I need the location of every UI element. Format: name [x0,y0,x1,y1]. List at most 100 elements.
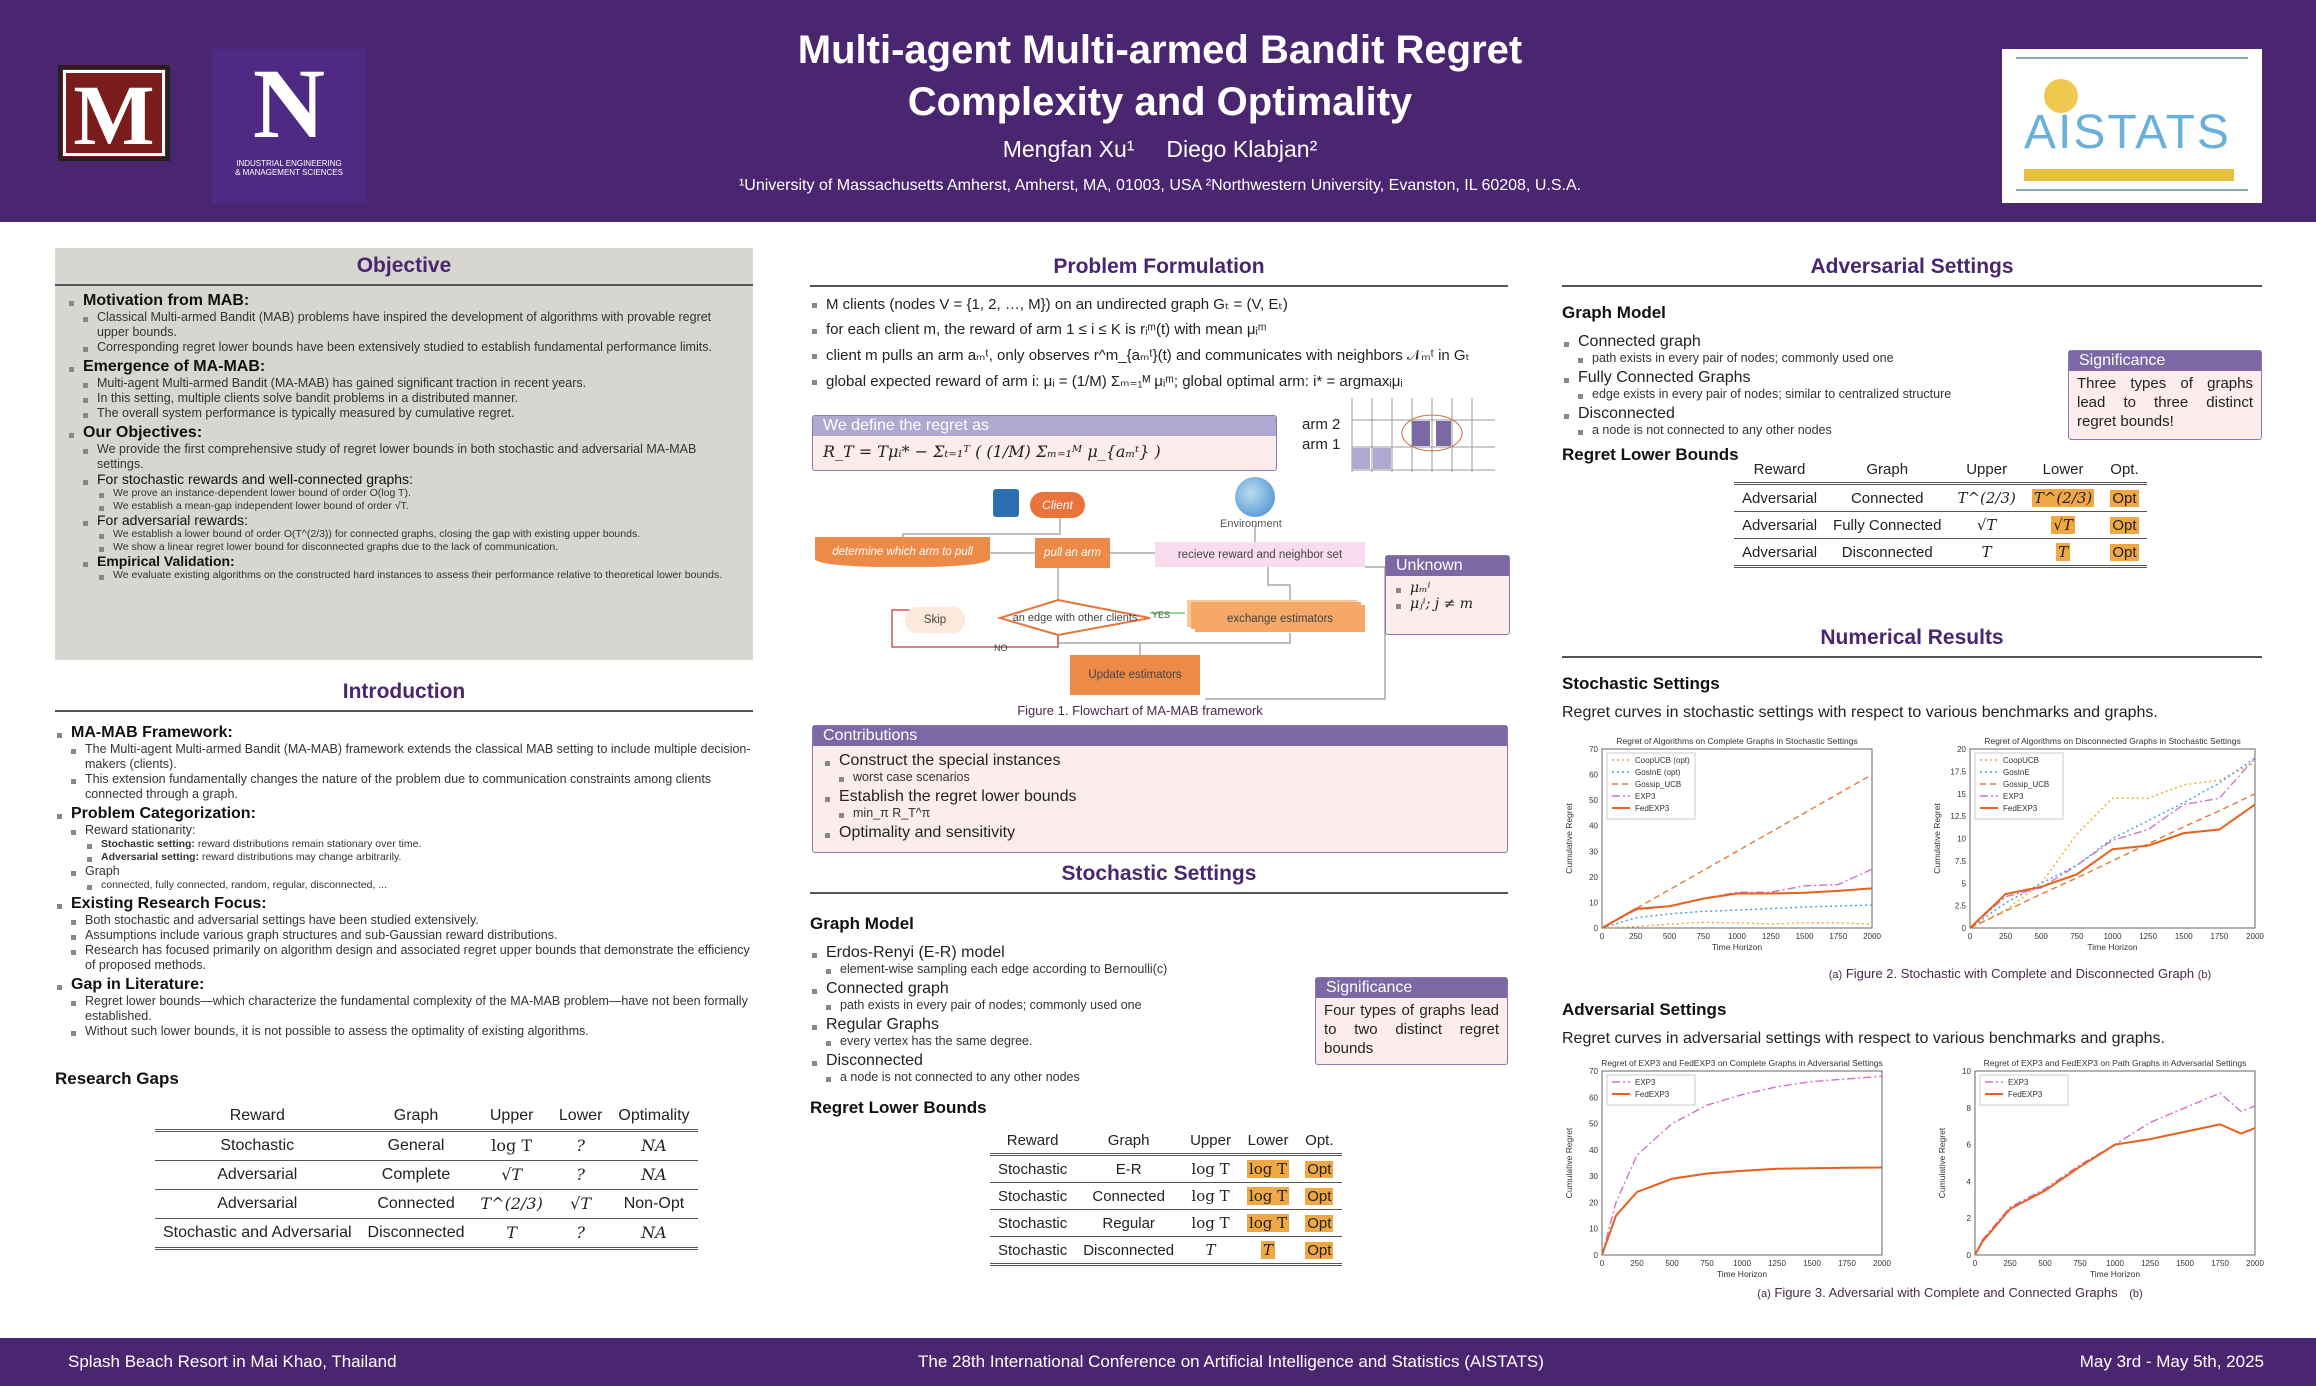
chart-title: Regret of EXP3 and FedEXP3 on Path Graph… [1984,1058,2247,1068]
regret-formula: R_T = Tμᵢ* − Σₜ₌₁ᵀ ( (1/M) Σₘ₌₁ᴹ μ_{aₘᵗ}… [823,442,1161,461]
table-cell: Adversarial [155,1161,360,1190]
objective-heading: Our Objectives: [67,424,741,442]
y-tick-label: 10 [1589,1225,1598,1234]
y-tick-label: 4 [1967,1177,1972,1186]
pull-arm-step: pull an arm [1035,538,1110,568]
cell-value: ? [576,1165,585,1184]
table-cell: Disconnected [360,1219,473,1249]
legend-label: CoopUCB (opt) [1635,756,1690,765]
table-cell: T [1182,1237,1239,1265]
legend: EXP3 FedEXP3 [1606,1074,1696,1106]
cell-value: Stochastic and Adversarial [163,1224,352,1241]
cell-value: NA [641,1136,667,1155]
client-icon [993,489,1019,517]
introduction-item: Regret lower bounds—which characterize t… [69,994,753,1024]
x-tick-label: 1500 [2175,932,2193,941]
y-tick-label: 70 [1589,745,1598,754]
arm-grid: arm 2 arm 1 [1300,398,1495,472]
table-row: Adversarial Fully Connected √T √T Opt [1734,512,2147,539]
y-tick-label: 0 [1962,924,1967,933]
section-title: Numerical Results [1562,626,2262,658]
table-cell: log T [473,1131,551,1161]
legend-box [1979,1074,2069,1106]
y-tick-label: 2.5 [1955,902,1967,911]
legend-label: EXP3 [2008,1078,2029,1087]
legend-label: FedEXP3 [1635,804,1670,813]
cell-value: Non-Opt [623,1195,685,1212]
legend-box [1606,1074,1696,1106]
cell-value: Stochastic [998,1214,1068,1232]
x-axis-label: Time Horizon [2090,1269,2140,1279]
column-header: Graph [1866,461,1909,478]
block-header: Contributions [813,726,1507,746]
contribution-item: Establish the regret lower bounds [823,788,1497,806]
y-axis-label: Cumulative Regret [1937,1127,1947,1198]
objective-heading: Motivation from MAB: [67,292,741,310]
table-cell: ? [551,1219,611,1249]
introduction-item: Adversarial setting: reward distribution… [85,851,753,864]
cell-value: T [2056,543,2071,561]
table-cell: Stochastic [990,1155,1075,1183]
cell-value: Opt [2110,543,2139,561]
legend-label: GosInE (opt) [1635,768,1681,777]
series-line-fedexp3 [1974,1123,2256,1256]
x-tick-label: 1000 [2104,932,2122,941]
table-row: Stochastic and Adversarial Disconnected T?… [155,1219,698,1249]
table-row: Adversarial Connected T^(2/3) T^(2/3) Opt [1734,484,2147,512]
legend-label: FedEXP3 [2008,1090,2043,1099]
x-tick-label: 1250 [1762,932,1780,941]
objective-item: We show a linear regret lower bound for … [97,541,741,554]
legend-label: FedEXP3 [1635,1090,1670,1099]
stochastic-results-text: Regret curves in stochastic settings wit… [1562,704,2158,721]
aistats-logo-text: AISTATS [2024,106,2231,159]
graph-type-description: a node is not connected to any other nod… [1576,423,2262,437]
graph-type-description: element-wise sampling each edge accordin… [824,962,1508,976]
y-tick-label: 30 [1589,1172,1598,1181]
y-tick-label: 70 [1589,1067,1598,1076]
introduction-list: MA-MAB Framework: The Multi-agent Multi-a… [55,724,753,1039]
y-tick-label: 10 [1957,835,1966,844]
cell-value: NA [641,1223,667,1242]
exchange-estimators-step: exchange estimators [1195,605,1365,632]
y-tick-label: 17.5 [1950,767,1966,776]
graph-type-description: path exists in every pair of nodes; comm… [824,998,1508,1012]
column-header: Lower [2042,461,2084,478]
x-tick-label: 0 [1600,932,1605,941]
cell-value: Disconnected [367,1224,465,1241]
problem-formulation-section: Problem Formulation M clients (nodes V =… [810,255,1508,390]
cell-value: √T [1976,516,1997,534]
x-axis-label: Time Horizon [1717,1269,1767,1279]
x-tick-label: 250 [2003,1259,2017,1268]
research-gaps-title: Research Gaps [55,1069,179,1088]
table-row: Stochastic Disconnected T T Opt [990,1237,1342,1265]
table-cell: log T [1182,1183,1239,1210]
graph-type: Connected graph [1562,333,2262,351]
regret-lower-bounds-title: Regret Lower Bounds [810,1098,987,1117]
legend-label: EXP3 [1635,1078,1656,1087]
column-header: Reward [1006,1132,1059,1149]
table-cell: Complete [360,1161,473,1190]
y-axis-label: Cumulative Regret [1932,803,1942,874]
cell-value: Opt [1305,1187,1334,1205]
graph-type: Disconnected [1562,405,2262,423]
graph-model-title: Graph Model [810,914,914,933]
table-cell: T^(2/3) [2024,484,2102,512]
graph-type: Erdos-Renyi (E-R) model [810,944,1508,962]
cell-value: Connected [377,1195,455,1212]
column-header: Upper [1190,1132,1231,1149]
table-cell: Opt [1297,1237,1341,1265]
section-title: Introduction [55,680,753,712]
chart-title: Regret of EXP3 and FedEXP3 on Complete G… [1601,1058,1883,1068]
cell-value: Stochastic [998,1187,1068,1205]
arm-2-label: arm 2 [1302,416,1341,433]
introduction-heading: Gap in Literature: [55,976,753,994]
table-cell: Opt [2102,512,2146,539]
y-tick-label: 20 [1589,873,1598,882]
y-tick-label: 20 [1589,1198,1598,1207]
graph-type-description: a node is not connected to any other nod… [824,1070,1508,1084]
table-cell: Stochastic [990,1183,1075,1210]
figure-3-caption: Figure 3. Adversarial with Complete and … [1774,1285,2118,1300]
problem-item: for each client m, the reward of arm 1 ≤… [810,321,1508,338]
footer-conference: The 28th International Conference on Art… [918,1352,1544,1371]
chart-title: Regret of Algorithms on Disconnected Gra… [1984,736,2241,746]
